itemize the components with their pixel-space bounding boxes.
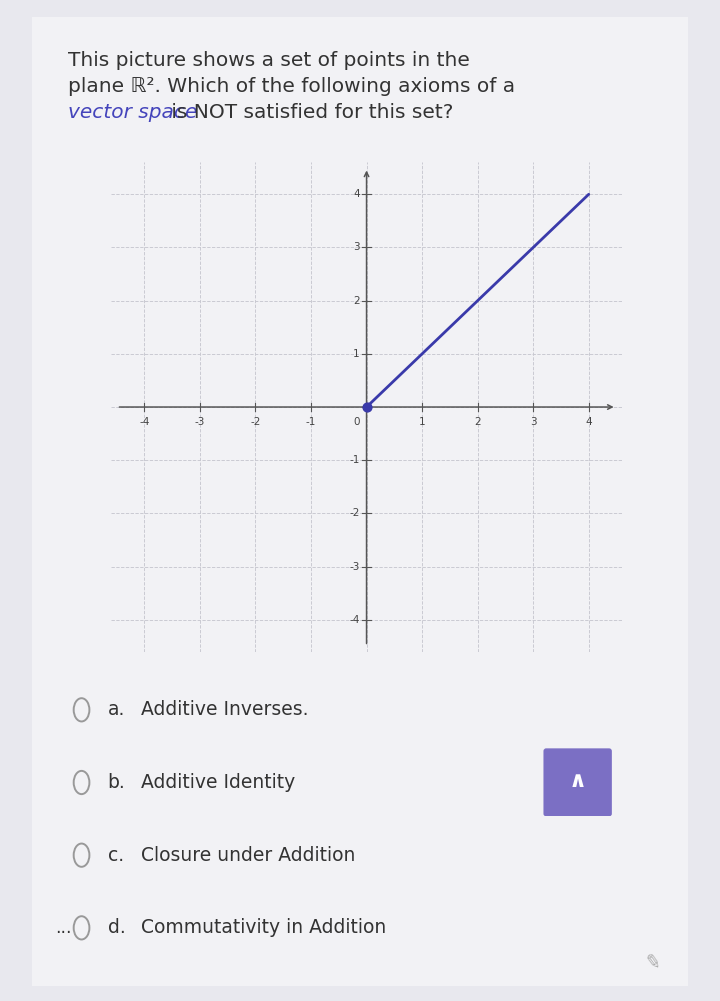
- Text: plane ℝ². Which of the following axioms of a: plane ℝ². Which of the following axioms …: [68, 77, 516, 96]
- Text: Additive Identity: Additive Identity: [140, 773, 294, 792]
- Text: 1: 1: [419, 416, 426, 426]
- Text: -3: -3: [194, 416, 205, 426]
- Text: -1: -1: [306, 416, 316, 426]
- Text: -3: -3: [349, 562, 360, 572]
- Text: Commutativity in Addition: Commutativity in Addition: [140, 918, 386, 937]
- Text: -1: -1: [349, 455, 360, 465]
- Text: Additive Inverses.: Additive Inverses.: [140, 701, 308, 720]
- Text: ∧: ∧: [569, 771, 587, 791]
- Text: 4: 4: [354, 189, 360, 199]
- Text: c.: c.: [108, 846, 124, 865]
- Text: 0: 0: [354, 416, 360, 426]
- Text: 3: 3: [354, 242, 360, 252]
- Text: -4: -4: [349, 615, 360, 625]
- Text: 2: 2: [474, 416, 481, 426]
- Text: 2: 2: [354, 295, 360, 305]
- FancyBboxPatch shape: [544, 749, 612, 817]
- Text: is NOT satisfied for this set?: is NOT satisfied for this set?: [166, 103, 454, 122]
- FancyBboxPatch shape: [26, 7, 694, 996]
- Text: Closure under Addition: Closure under Addition: [140, 846, 355, 865]
- Text: 4: 4: [585, 416, 592, 426]
- Text: -2: -2: [251, 416, 261, 426]
- Text: vector space: vector space: [68, 103, 198, 122]
- Text: -4: -4: [139, 416, 150, 426]
- Text: a.: a.: [108, 701, 125, 720]
- Text: ✎: ✎: [642, 953, 662, 974]
- Text: b.: b.: [108, 773, 125, 792]
- Text: 1: 1: [354, 348, 360, 358]
- Text: -2: -2: [349, 509, 360, 519]
- Point: [361, 399, 372, 415]
- Text: ...: ...: [55, 919, 72, 937]
- Text: d.: d.: [108, 918, 125, 937]
- Text: 3: 3: [530, 416, 536, 426]
- Text: This picture shows a set of points in the: This picture shows a set of points in th…: [68, 51, 470, 70]
